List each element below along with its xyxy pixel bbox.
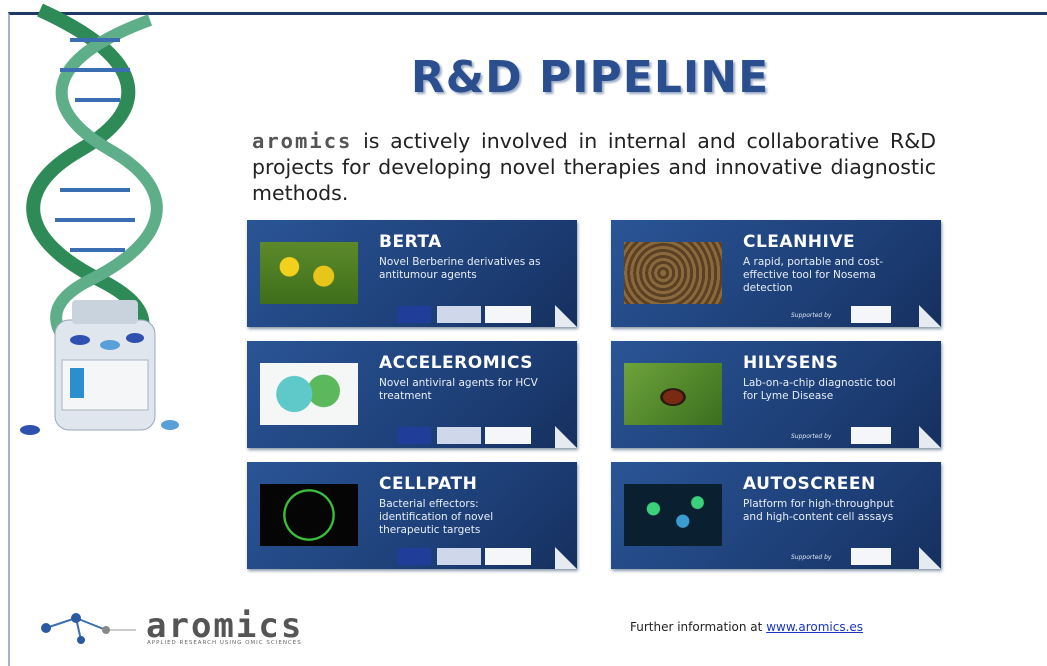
funding-logo [485, 427, 531, 444]
project-name: CELLPATH [379, 474, 477, 494]
intro-text: is actively involved in internal and col… [252, 129, 936, 205]
bottle-neck [72, 300, 138, 324]
project-card: BERTA Novel Berberine derivatives as anti… [247, 220, 577, 327]
funding-logo [397, 427, 431, 444]
project-image [260, 363, 358, 425]
project-name: HILYSENS [743, 353, 838, 373]
project-image [260, 484, 358, 546]
funding-logo [485, 548, 531, 565]
project-description: Novel Berberine derivatives as antitumou… [379, 256, 549, 282]
funding-logo [437, 306, 481, 323]
project-name: CLEANHIVE [743, 232, 855, 252]
funding-logo [437, 548, 481, 565]
project-image [624, 484, 722, 546]
page: R&D PIPELINE aromics is actively involve… [0, 0, 1047, 666]
project-description: Novel antiviral agents for HCV treatment [379, 377, 549, 403]
label-icon [70, 368, 84, 398]
intro-paragraph: aromics is actively involved in internal… [252, 128, 936, 206]
project-image [260, 242, 358, 304]
footer-logo-mark [36, 608, 146, 644]
project-card: HILYSENS Lab-on-a-chip diagnostic tool fo… [611, 341, 941, 448]
sponsor-logo [851, 427, 891, 444]
project-name: AUTOSCREEN [743, 474, 876, 494]
project-name: BERTA [379, 232, 442, 252]
project-card: CLEANHIVE A rapid, portable and cost-effe… [611, 220, 941, 327]
project-card: ACCELEROMICS Novel antiviral agents for H… [247, 341, 577, 448]
project-card: CELLPATH Bacterial effectors: identificat… [247, 462, 577, 569]
support-label: Supported by [791, 433, 832, 440]
funding-logo [397, 306, 431, 323]
project-image [624, 242, 722, 304]
info-text: Further information at [630, 620, 762, 634]
funding-logo [397, 548, 431, 565]
support-label: Supported by [791, 312, 832, 319]
footer-tagline: APPLIED RESEARCH USING OMIC SCIENCES [147, 640, 302, 646]
project-description: Lab-on-a-chip diagnostic tool for Lyme D… [743, 377, 913, 403]
funding-logo [485, 306, 531, 323]
dna-illustration [0, 0, 240, 450]
website-link[interactable]: www.aromics.es [766, 620, 863, 634]
footer-info: Further information at www.aromics.es [630, 620, 863, 634]
support-label: Supported by [791, 554, 832, 561]
project-card: AUTOSCREEN Platform for high-throughput a… [611, 462, 941, 569]
sponsor-logo [851, 306, 891, 323]
sponsor-logo [851, 548, 891, 565]
project-description: Bacterial effectors: identification of n… [379, 498, 549, 537]
page-title: R&D PIPELINE [330, 52, 850, 103]
project-description: Platform for high-throughput and high-co… [743, 498, 913, 524]
project-name: ACCELEROMICS [379, 353, 533, 373]
funding-logo [437, 427, 481, 444]
project-image [624, 363, 722, 425]
project-description: A rapid, portable and cost-effective too… [743, 256, 913, 295]
intro-brand: aromics [252, 129, 352, 153]
